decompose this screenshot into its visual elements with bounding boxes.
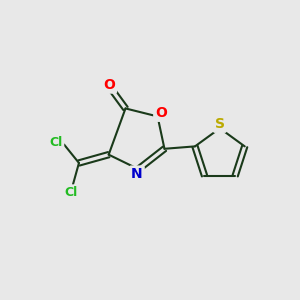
Text: O: O xyxy=(103,78,115,92)
Text: O: O xyxy=(155,106,167,120)
Text: S: S xyxy=(215,117,225,131)
Text: Cl: Cl xyxy=(49,136,62,149)
Text: N: N xyxy=(131,167,143,182)
Text: Cl: Cl xyxy=(64,186,77,199)
